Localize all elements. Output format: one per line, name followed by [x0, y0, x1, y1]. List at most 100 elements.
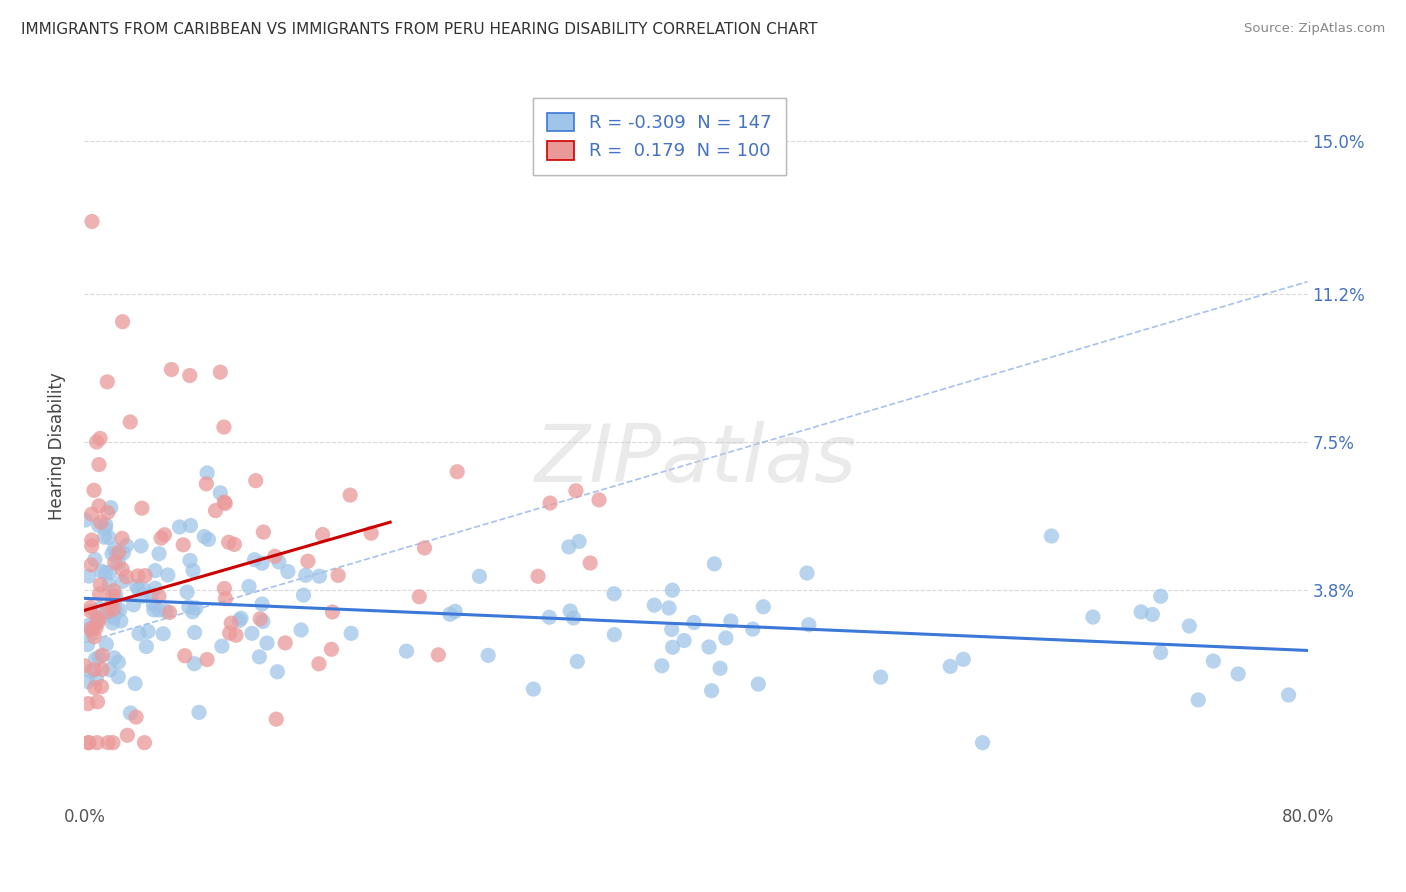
- Point: [538, 610, 561, 624]
- Point: [1150, 645, 1173, 659]
- Point: [661, 623, 683, 637]
- Point: [93, 530, 115, 544]
- Point: [209, 365, 232, 379]
- Point: [89, 650, 111, 665]
- Point: [661, 640, 683, 655]
- Point: [714, 631, 737, 645]
- Point: [395, 644, 418, 658]
- Point: [105, 548, 128, 562]
- Point: [148, 547, 170, 561]
- Point: [131, 589, 153, 603]
- Point: [444, 604, 467, 618]
- Point: [87, 458, 110, 472]
- Point: [107, 655, 129, 669]
- Point: [136, 624, 159, 639]
- Point: [292, 588, 315, 602]
- Point: [538, 496, 561, 510]
- Point: [148, 590, 170, 604]
- Point: [277, 565, 299, 579]
- Point: [603, 627, 626, 641]
- Point: [104, 556, 127, 570]
- Point: [311, 527, 333, 541]
- Text: Source: ZipAtlas.com: Source: ZipAtlas.com: [1244, 22, 1385, 36]
- Point: [125, 710, 148, 724]
- Point: [83, 552, 105, 566]
- Point: [135, 640, 157, 654]
- Point: [87, 499, 110, 513]
- Point: [75, 513, 97, 527]
- Point: [89, 432, 111, 446]
- Point: [224, 537, 246, 551]
- Point: [264, 549, 287, 564]
- Point: [160, 362, 183, 376]
- Point: [134, 568, 156, 582]
- Point: [91, 648, 114, 663]
- Point: [219, 616, 242, 631]
- Point: [427, 648, 450, 662]
- Point: [326, 568, 349, 582]
- Point: [179, 553, 201, 567]
- Point: [939, 659, 962, 673]
- Point: [112, 546, 135, 560]
- Point: [86, 695, 108, 709]
- Point: [90, 565, 112, 579]
- Point: [86, 672, 108, 686]
- Point: [120, 415, 142, 429]
- Point: [127, 569, 149, 583]
- Point: [96, 637, 118, 651]
- Point: [588, 492, 610, 507]
- Point: [153, 527, 176, 541]
- Point: [214, 582, 236, 596]
- Point: [252, 615, 274, 629]
- Point: [103, 611, 125, 625]
- Point: [80, 624, 103, 638]
- Point: [249, 612, 271, 626]
- Point: [155, 604, 177, 618]
- Point: [104, 589, 127, 603]
- Point: [94, 566, 117, 580]
- Point: [101, 590, 124, 604]
- Point: [80, 507, 103, 521]
- Point: [107, 545, 129, 559]
- Point: [104, 592, 127, 607]
- Point: [700, 683, 723, 698]
- Point: [673, 633, 696, 648]
- Point: [117, 728, 139, 742]
- Point: [89, 587, 111, 601]
- Point: [83, 483, 105, 498]
- Point: [709, 661, 731, 675]
- Point: [218, 535, 240, 549]
- Point: [243, 552, 266, 566]
- Point: [683, 615, 706, 630]
- Point: [96, 375, 118, 389]
- Point: [195, 476, 218, 491]
- Point: [245, 474, 267, 488]
- Point: [107, 670, 129, 684]
- Point: [256, 636, 278, 650]
- Text: ZIPatlas: ZIPatlas: [534, 421, 858, 500]
- Point: [80, 665, 103, 679]
- Point: [101, 596, 124, 610]
- Point: [225, 628, 247, 642]
- Point: [87, 518, 110, 533]
- Point: [96, 605, 118, 619]
- Point: [91, 662, 114, 676]
- Point: [129, 539, 152, 553]
- Point: [204, 503, 226, 517]
- Point: [176, 585, 198, 599]
- Point: [972, 736, 994, 750]
- Point: [183, 625, 205, 640]
- Point: [76, 674, 98, 689]
- Point: [77, 569, 100, 583]
- Point: [115, 570, 138, 584]
- Point: [80, 558, 103, 572]
- Point: [703, 557, 725, 571]
- Point: [752, 599, 775, 614]
- Point: [94, 521, 117, 535]
- Point: [173, 648, 195, 663]
- Point: [468, 569, 491, 583]
- Point: [83, 630, 105, 644]
- Point: [101, 602, 124, 616]
- Point: [1277, 688, 1299, 702]
- Point: [177, 599, 200, 614]
